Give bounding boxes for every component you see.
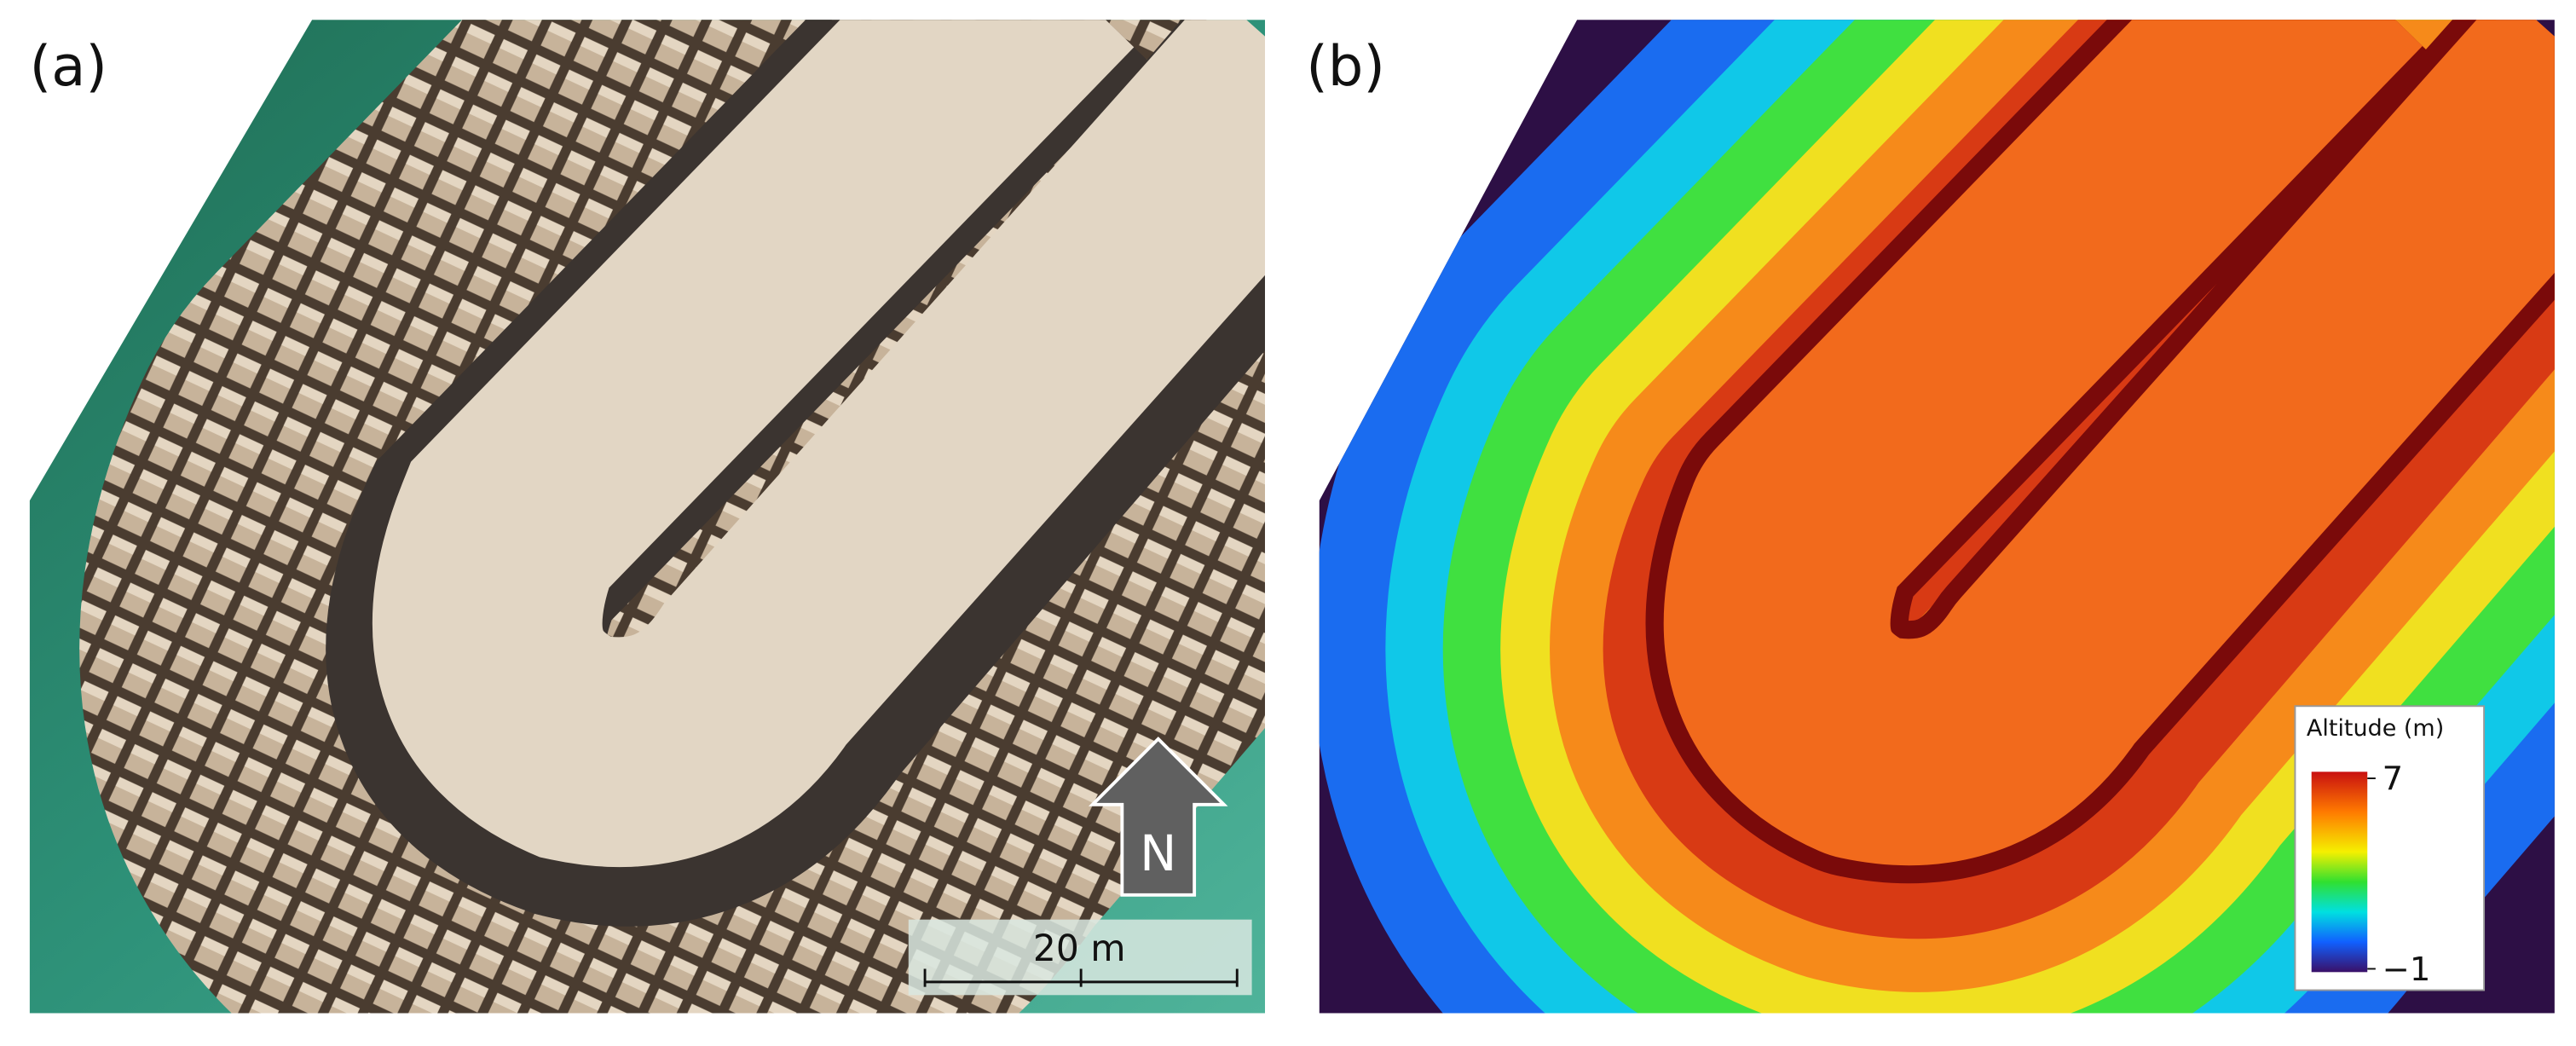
scale-bar-label: 20 m [1033,928,1126,969]
north-label: N [1140,824,1176,882]
colorbar-title: Altitude (m) [2307,715,2444,742]
north-arrow [1088,737,1228,897]
aerial-photo [29,20,1266,1014]
panel-label: (a) [30,34,107,99]
colorbar [2311,771,2368,973]
colorbar-tick-label: 7 [2383,760,2404,799]
colorbar-tick-label: −1 [2383,951,2431,989]
panel-label: (b) [1306,34,1385,99]
altitude-map [1319,20,2555,1014]
scale-bar [923,968,1239,987]
